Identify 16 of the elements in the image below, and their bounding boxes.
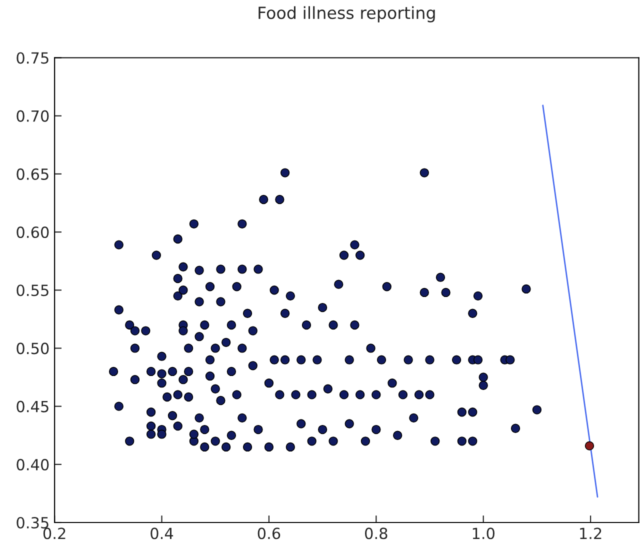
y-tick-label: 0.75 xyxy=(16,52,48,64)
y-tick-label: 0.45 xyxy=(16,400,48,412)
y-tick-label: 0.55 xyxy=(16,284,48,296)
x-tick-label: 1.0 xyxy=(472,528,494,540)
x-tick-label: 0.8 xyxy=(365,528,388,540)
y-tick-label: 0.65 xyxy=(16,168,48,180)
x-tick-label: 1.2 xyxy=(580,528,602,539)
y-tick-label: 0.60 xyxy=(16,226,49,238)
x-tick-label: 0.4 xyxy=(150,528,174,540)
y-tick-label: 0.50 xyxy=(16,342,49,354)
y-tick-label: 0.40 xyxy=(16,458,49,470)
chart-title: Food illness reporting xyxy=(258,6,435,22)
x-tick-label: 0.6 xyxy=(258,528,280,540)
y-tick-label: 0.70 xyxy=(16,110,49,122)
x-tick-label: 0.2 xyxy=(43,528,66,540)
y-tick-label: 0.35 xyxy=(16,516,48,529)
